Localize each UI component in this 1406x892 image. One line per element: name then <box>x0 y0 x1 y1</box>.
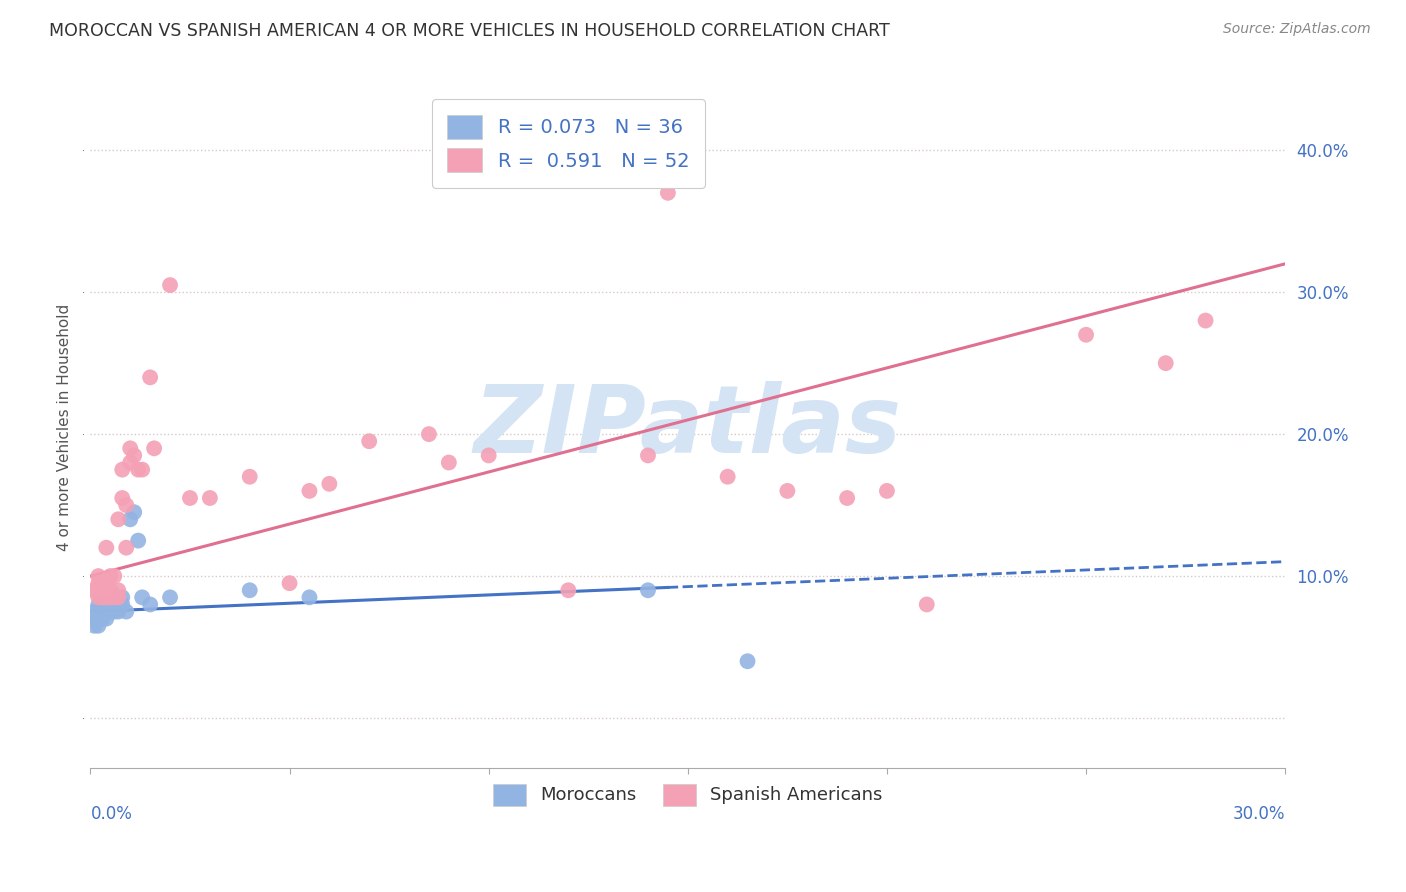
Point <box>717 469 740 483</box>
Point <box>139 370 162 384</box>
Point <box>298 483 321 498</box>
Point <box>1154 356 1177 370</box>
Text: ZIPatlas: ZIPatlas <box>474 381 901 473</box>
Point <box>96 605 118 619</box>
Point <box>122 449 145 463</box>
Point <box>159 278 181 293</box>
Point <box>120 512 142 526</box>
Point <box>96 605 118 619</box>
Point <box>107 605 129 619</box>
Point <box>103 569 125 583</box>
Point <box>111 591 134 605</box>
Point <box>87 605 110 619</box>
Point <box>1194 313 1216 327</box>
Point <box>139 598 162 612</box>
Point <box>557 583 579 598</box>
Point <box>637 449 659 463</box>
Point <box>83 612 105 626</box>
Point <box>131 591 153 605</box>
Point <box>298 591 321 605</box>
Point <box>91 605 114 619</box>
Point <box>239 583 262 598</box>
Point <box>115 498 138 512</box>
Point <box>239 469 262 483</box>
Point <box>87 591 110 605</box>
Point <box>737 654 759 668</box>
Y-axis label: 4 or more Vehicles in Household: 4 or more Vehicles in Household <box>58 303 72 550</box>
Point <box>198 491 221 505</box>
Point <box>107 583 129 598</box>
Point <box>143 442 166 456</box>
Point <box>776 483 799 498</box>
Point <box>876 483 898 498</box>
Point <box>120 442 142 456</box>
Point <box>127 533 149 548</box>
Point <box>96 598 118 612</box>
Point <box>437 456 460 470</box>
Point <box>96 591 118 605</box>
Point <box>115 605 138 619</box>
Point <box>107 591 129 605</box>
Point <box>120 456 142 470</box>
Point <box>107 512 129 526</box>
Point <box>107 598 129 612</box>
Point <box>83 583 105 598</box>
Point <box>98 598 121 612</box>
Point <box>87 619 110 633</box>
Point <box>87 605 110 619</box>
Text: Source: ZipAtlas.com: Source: ZipAtlas.com <box>1223 22 1371 37</box>
Point <box>87 598 110 612</box>
Point <box>91 576 114 591</box>
Point <box>1074 327 1097 342</box>
Point <box>115 541 138 555</box>
Point <box>83 605 105 619</box>
Point <box>278 576 301 591</box>
Point <box>107 591 129 605</box>
Point <box>87 569 110 583</box>
Point <box>418 427 440 442</box>
Point <box>98 569 121 583</box>
Point <box>915 598 938 612</box>
Text: 0.0%: 0.0% <box>90 805 132 823</box>
Point <box>91 598 114 612</box>
Point <box>179 491 201 505</box>
Point <box>96 541 118 555</box>
Point <box>91 612 114 626</box>
Point <box>98 605 121 619</box>
Point <box>98 583 121 598</box>
Point <box>318 476 340 491</box>
Point <box>478 449 501 463</box>
Point <box>359 434 381 449</box>
Point <box>131 462 153 476</box>
Point <box>98 591 121 605</box>
Point <box>111 598 134 612</box>
Legend: Moroccans, Spanish Americans: Moroccans, Spanish Americans <box>478 769 897 820</box>
Point <box>122 505 145 519</box>
Text: MOROCCAN VS SPANISH AMERICAN 4 OR MORE VEHICLES IN HOUSEHOLD CORRELATION CHART: MOROCCAN VS SPANISH AMERICAN 4 OR MORE V… <box>49 22 890 40</box>
Point <box>103 591 125 605</box>
Point <box>835 491 858 505</box>
Point <box>159 591 181 605</box>
Point <box>103 598 125 612</box>
Point <box>657 186 679 200</box>
Point <box>111 491 134 505</box>
Text: 30.0%: 30.0% <box>1233 805 1285 823</box>
Point <box>96 591 118 605</box>
Point <box>103 605 125 619</box>
Point <box>96 612 118 626</box>
Point <box>98 583 121 598</box>
Point <box>111 462 134 476</box>
Point <box>127 462 149 476</box>
Point <box>91 591 114 605</box>
Point <box>91 612 114 626</box>
Point <box>98 605 121 619</box>
Point <box>637 583 659 598</box>
Point <box>83 583 105 598</box>
Point <box>83 619 105 633</box>
Point <box>87 576 110 591</box>
